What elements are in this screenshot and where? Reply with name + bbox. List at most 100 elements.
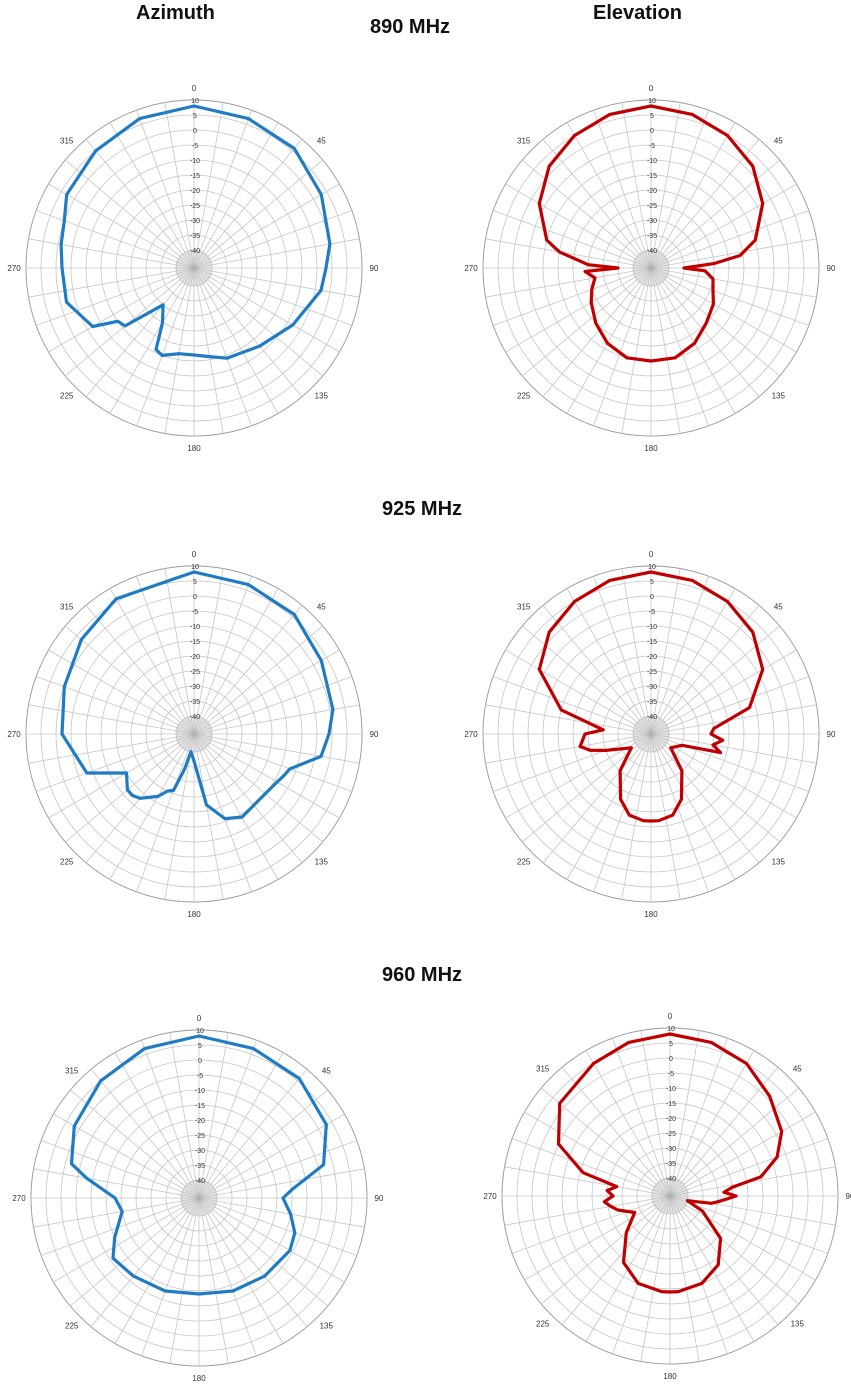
radial-tick-label: -35	[647, 233, 657, 240]
angle-tick-label: 270	[464, 264, 478, 273]
polar-hub-spoke	[189, 1197, 200, 1214]
radial-tick-label: 0	[650, 128, 654, 135]
pattern-data-point	[649, 819, 653, 823]
pattern-data-point	[208, 355, 212, 359]
polar-hub-spoke	[669, 1178, 674, 1197]
polar-hub-spoke	[193, 716, 198, 735]
polar-hub-spoke	[183, 1188, 200, 1199]
pattern-data-point	[751, 630, 755, 634]
pattern-data-point	[669, 746, 673, 750]
polar-spoke	[667, 676, 810, 729]
polar-hub-spoke	[193, 733, 204, 750]
polar-hub-spoke	[193, 267, 212, 272]
polar-chart-960-elevation: 0 45 90 135 180 225 270 315 10 5 0 -5 -10 -15 -20 -25 -3…	[483, 1012, 851, 1381]
polar-hub-spoke	[187, 267, 195, 285]
polar-spoke	[522, 159, 638, 257]
pattern-data-point	[113, 1235, 117, 1239]
polar-spoke	[485, 270, 634, 298]
pattern-data-point	[586, 263, 590, 267]
polar-spoke	[686, 1201, 829, 1254]
polar-hub-spoke	[193, 720, 206, 735]
polar-spoke	[656, 284, 709, 427]
polar-spoke	[35, 739, 178, 792]
pattern-data-point	[680, 743, 684, 747]
pattern-data-point	[160, 353, 164, 357]
pattern-data-point	[292, 613, 296, 616]
polar-hub-spoke	[184, 252, 195, 269]
polar-hub-spoke	[650, 256, 665, 269]
radial-tick-label: -35	[647, 699, 657, 706]
polar-hub-spoke	[653, 1189, 671, 1197]
polar-spoke	[114, 1213, 191, 1344]
pattern-data-point	[143, 1047, 147, 1050]
pattern-data-point	[581, 1171, 585, 1175]
polar-spoke	[141, 1039, 194, 1182]
pattern-data-point	[324, 266, 328, 270]
polar-spoke	[28, 270, 177, 298]
polar-hub-spoke	[193, 261, 211, 269]
polar-hub-spoke	[176, 267, 195, 272]
pattern-data-point	[716, 1200, 720, 1204]
polar-spoke	[210, 1069, 308, 1185]
pattern-data-point	[324, 1123, 328, 1126]
pattern-data-point	[768, 1094, 772, 1098]
polar-spoke	[492, 676, 635, 729]
polar-hub-spoke	[189, 1182, 200, 1199]
pattern-data-point	[545, 238, 549, 242]
polar-spoke	[211, 704, 360, 732]
polar-hub-spoke	[639, 267, 652, 282]
angle-tick-label: 270	[464, 730, 478, 739]
pattern-data-point	[716, 1263, 720, 1267]
pattern-data-point	[751, 164, 755, 168]
pattern-data-point	[138, 117, 142, 120]
pattern-data-point	[197, 1292, 201, 1296]
angle-tick-label: 315	[65, 1067, 79, 1076]
polar-spoke	[209, 649, 340, 726]
polar-hub-spoke	[650, 733, 661, 750]
pattern-data-point	[780, 1130, 784, 1133]
polar-hub-spoke	[193, 267, 206, 282]
angle-tick-label: 45	[322, 1067, 331, 1076]
polar-spoke	[48, 183, 179, 260]
pattern-data-point	[649, 359, 653, 363]
pattern-data-point	[138, 796, 142, 800]
polar-spoke	[209, 742, 340, 819]
pattern-data-point	[327, 732, 331, 736]
pattern-data-point	[225, 356, 229, 360]
polar-spoke	[668, 270, 817, 298]
polar-hub-spoke	[637, 733, 652, 746]
polar-hub-spoke	[666, 1195, 671, 1214]
polar-spoke	[164, 751, 192, 900]
polar-hub-spoke	[644, 717, 652, 735]
angle-tick-label: 135	[320, 1321, 334, 1330]
polar-hub-spoke	[635, 724, 652, 735]
pattern-data-point	[726, 600, 729, 603]
polar-spoke	[205, 281, 303, 397]
polar-spoke	[33, 1200, 182, 1228]
polar-hub-spoke	[187, 1197, 200, 1212]
polar-spoke	[164, 285, 192, 434]
polar-spoke	[199, 575, 252, 718]
polar-hub-spoke	[650, 264, 669, 269]
polar-hub-spoke	[184, 718, 195, 735]
polar-spoke	[216, 1168, 365, 1196]
polar-hub-spoke	[669, 1189, 687, 1197]
polar-spoke	[204, 1039, 257, 1182]
polar-spoke	[205, 139, 303, 255]
pattern-data-point	[559, 708, 563, 712]
polar-hub-spoke	[184, 267, 195, 284]
polar-spoke	[511, 1138, 654, 1191]
pattern-data-point	[258, 344, 261, 348]
polar-spoke	[202, 588, 279, 719]
polar-hub-spoke	[198, 1197, 215, 1208]
pattern-data-point	[627, 813, 631, 817]
pattern-data-point	[85, 771, 89, 775]
polar-spoke	[169, 1032, 197, 1181]
pattern-data-point	[676, 1290, 680, 1294]
polar-spoke	[542, 139, 640, 255]
radial-tick-label: -30	[190, 684, 200, 691]
polar-hub-spoke	[178, 724, 195, 735]
angle-tick-label: 90	[827, 730, 836, 739]
polar-hub-spoke	[669, 1195, 677, 1213]
polar-spoke	[48, 742, 179, 819]
